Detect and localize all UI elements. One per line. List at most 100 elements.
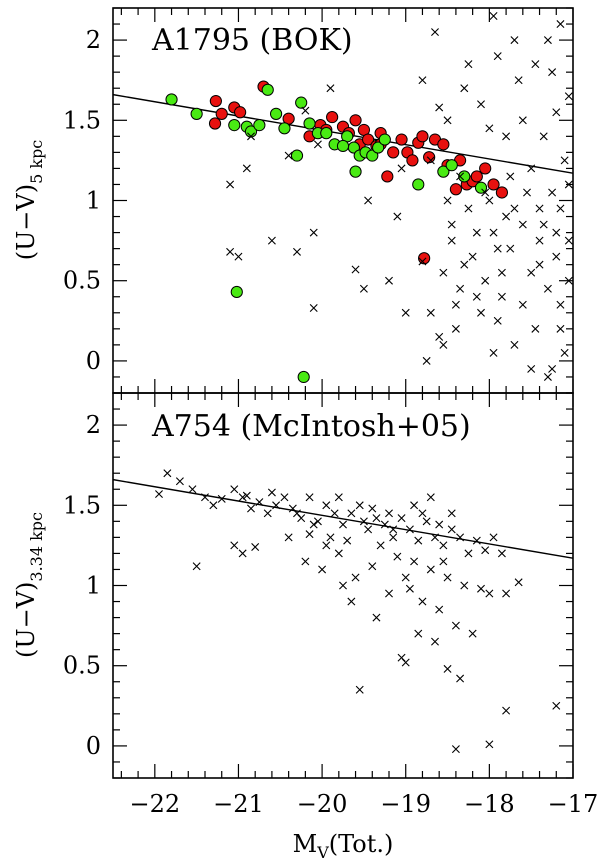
data-point-cross (334, 549, 343, 558)
data-point-cross (234, 252, 243, 261)
data-point-cross (527, 164, 536, 173)
data-point-cross (456, 533, 465, 542)
data-point-circle (406, 154, 419, 167)
panel-a754-title: A754 (McIntosh+05) (151, 409, 471, 444)
y-tick-label: 2 (86, 26, 101, 54)
data-point-cross (481, 188, 490, 197)
data-point-cross (552, 701, 561, 710)
data-point-cross (543, 372, 552, 381)
data-point-cross (481, 276, 490, 285)
data-point-cross (255, 498, 264, 507)
data-point-cross (330, 509, 339, 518)
data-point-cross (489, 228, 498, 237)
data-point-cross (523, 188, 531, 197)
data-point-cross (284, 151, 293, 160)
data-point-cross (242, 164, 251, 173)
x-axis-label-main: M (293, 830, 318, 858)
data-point-cross (464, 549, 473, 558)
data-point-cross (401, 308, 410, 317)
data-point-circle (234, 106, 247, 119)
data-point-cross (502, 706, 511, 715)
data-point-cross (493, 52, 502, 61)
panel-a754-markers (113, 469, 573, 754)
data-point-cross (548, 364, 557, 373)
data-point-cross (472, 228, 481, 237)
data-point-circle (297, 370, 310, 384)
data-point-cross (564, 92, 573, 101)
data-point-cross (443, 573, 452, 582)
data-point-cross (502, 589, 511, 598)
data-point-cross (531, 324, 540, 333)
data-point-cross (497, 549, 506, 558)
data-point-cross (472, 536, 481, 545)
data-point-cross (548, 68, 557, 77)
panel-a1795-title: A1795 (BOK) (151, 23, 353, 58)
data-point-cross (397, 514, 406, 523)
data-point-cross (418, 509, 427, 518)
data-point-cross (535, 204, 544, 213)
data-point-cross (263, 509, 272, 518)
data-point-cross (472, 292, 481, 301)
data-point-cross (280, 493, 289, 502)
panel-a1795-ylabel-sub: 5 kpc (27, 140, 46, 184)
data-point-cross (552, 252, 561, 261)
data-point-circle (190, 107, 203, 120)
data-point-cross (451, 621, 460, 630)
data-point-cross (447, 236, 456, 245)
data-point-circle (208, 117, 222, 130)
data-point-cross (418, 597, 427, 606)
data-point-cross (305, 493, 314, 502)
data-point-cross (351, 265, 360, 274)
data-point-cross (447, 509, 456, 518)
x-axis-label-sub: V (316, 843, 329, 862)
data-point-cross (489, 348, 498, 357)
data-point-circle (470, 170, 483, 183)
x-tick-label: −21 (213, 790, 264, 818)
data-point-circle (230, 285, 243, 299)
data-point-cross (510, 340, 519, 349)
data-point-cross (326, 533, 335, 542)
data-point-cross (155, 490, 163, 499)
data-point-cross (414, 629, 423, 638)
data-point-circle (487, 178, 500, 191)
data-point-cross (464, 60, 473, 69)
data-point-cross (451, 300, 460, 309)
data-point-cross (531, 60, 540, 69)
data-point-cross (293, 509, 301, 518)
data-point-cross (339, 520, 347, 529)
data-point-cross (477, 308, 485, 317)
data-point-cross (477, 100, 485, 109)
data-point-circle (412, 178, 425, 191)
data-point-cross (443, 664, 452, 673)
data-point-cross (451, 324, 460, 333)
data-point-cross (418, 257, 427, 266)
data-point-cross (238, 549, 247, 558)
data-point-cross (460, 260, 469, 269)
data-point-cross (460, 581, 469, 590)
data-point-cross (514, 76, 523, 85)
data-point-cross (272, 501, 281, 510)
data-point-cross (334, 493, 343, 502)
data-point-cross (556, 324, 565, 333)
data-point-circle (495, 186, 509, 199)
data-point-cross (564, 236, 573, 245)
data-point-cross (518, 116, 527, 125)
data-point-cross (435, 332, 444, 341)
data-point-cross (385, 276, 393, 285)
data-point-cross (485, 124, 494, 133)
data-point-cross (368, 562, 377, 571)
data-point-cross (343, 536, 352, 545)
x-tick-label: −20 (297, 790, 348, 818)
data-point-circle (326, 110, 339, 124)
data-point-cross (414, 536, 423, 545)
panel-a754-ylabel-main: (U−V) (12, 582, 40, 658)
data-point-circle (320, 127, 333, 140)
data-point-cross (456, 674, 465, 683)
x-tick-label: −22 (129, 790, 180, 818)
x-tick-label: −17 (548, 790, 599, 818)
data-point-cross (267, 236, 276, 245)
data-point-cross (443, 196, 452, 205)
data-point-cross (301, 106, 310, 115)
data-point-cross (359, 517, 368, 526)
data-point-cross (439, 340, 448, 349)
